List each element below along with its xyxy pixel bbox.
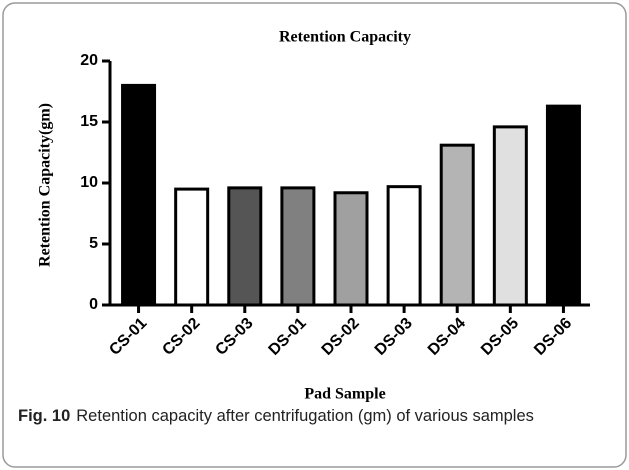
x-tick-label: DS-04 [425,315,469,359]
bar [492,125,528,307]
caption-text: Retention capacity after centrifugation … [76,407,534,425]
x-tick-label: DS-06 [531,315,575,359]
y-tick-label: 10 [80,174,98,191]
x-axis-label: Pad Sample [304,386,385,403]
bar [227,186,263,307]
chart-title: Retention Capacity [279,29,411,46]
y-axis-label: Retention Capacity(gm) [37,103,54,267]
x-tick-label: CS-01 [106,315,150,359]
y-tick-label: 0 [89,296,98,313]
x-tick-label: CS-03 [212,315,256,359]
x-tick-label: DS-05 [478,315,522,359]
bar [333,191,369,307]
x-tick-label: DS-01 [266,315,310,359]
y-tick-label: 15 [80,113,98,130]
caption: Fig. 10 Retention capacity after centrifu… [18,405,578,428]
bar [121,83,157,307]
x-tick-label: CS-02 [159,315,203,359]
x-tick-label: DS-02 [319,315,363,359]
caption-label: Fig. 10 [18,407,71,425]
bar [174,187,210,307]
y-tick-label: 5 [89,235,98,252]
bar [439,143,475,307]
bar [545,104,581,307]
bar [280,186,316,307]
x-tick-label: DS-03 [372,315,416,359]
y-tick-label: 20 [80,52,98,69]
bar [386,185,422,307]
